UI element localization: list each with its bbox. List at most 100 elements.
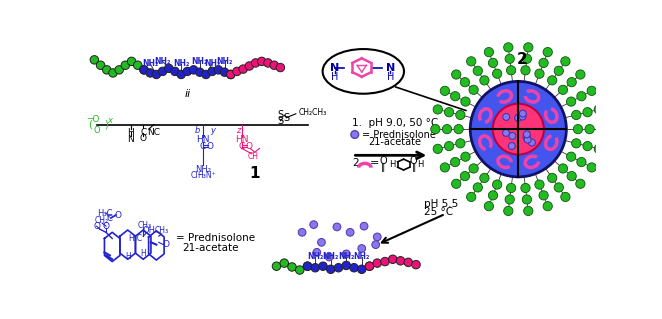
Circle shape: [509, 132, 516, 139]
Circle shape: [524, 206, 533, 216]
Circle shape: [539, 58, 548, 68]
Circle shape: [208, 67, 216, 76]
Circle shape: [365, 262, 374, 271]
Text: 1.  pH 9.0, 50 °C: 1. pH 9.0, 50 °C: [352, 118, 439, 128]
Text: N: N: [330, 63, 339, 72]
Circle shape: [567, 97, 576, 106]
Circle shape: [576, 179, 585, 189]
Text: NH₂: NH₂: [142, 59, 158, 68]
Text: O: O: [93, 222, 100, 231]
Circle shape: [252, 59, 260, 67]
Text: NH₂: NH₂: [154, 57, 171, 66]
Circle shape: [442, 124, 451, 134]
Text: O: O: [93, 126, 100, 135]
Text: O: O: [410, 157, 418, 167]
Circle shape: [502, 114, 510, 120]
Circle shape: [389, 255, 397, 263]
Circle shape: [473, 183, 483, 192]
Circle shape: [558, 164, 567, 173]
Circle shape: [140, 66, 148, 74]
Circle shape: [504, 206, 513, 216]
Circle shape: [90, 56, 99, 64]
Text: CH₃: CH₃: [138, 221, 152, 230]
Text: H₃C: H₃C: [97, 209, 112, 218]
Circle shape: [381, 257, 389, 266]
Circle shape: [220, 68, 229, 76]
Circle shape: [96, 61, 105, 70]
Circle shape: [444, 108, 453, 117]
Text: C: C: [200, 142, 206, 151]
Circle shape: [295, 266, 304, 274]
Circle shape: [272, 262, 281, 271]
Circle shape: [127, 57, 136, 66]
Text: y: y: [211, 126, 215, 135]
Text: 21-acetate: 21-acetate: [368, 137, 421, 147]
Text: (: (: [89, 120, 93, 130]
Circle shape: [373, 233, 381, 241]
Text: 25 °C: 25 °C: [424, 207, 453, 217]
Circle shape: [325, 253, 333, 261]
Circle shape: [561, 192, 570, 202]
Text: C: C: [107, 214, 113, 223]
Circle shape: [561, 57, 570, 66]
Text: CH₃: CH₃: [155, 226, 169, 235]
Text: NH₂: NH₂: [173, 59, 189, 68]
Circle shape: [460, 78, 469, 87]
Text: S: S: [277, 110, 283, 120]
Circle shape: [433, 105, 442, 114]
Circle shape: [461, 97, 470, 106]
Circle shape: [522, 54, 532, 63]
Circle shape: [346, 228, 354, 236]
Text: C: C: [140, 128, 146, 137]
Circle shape: [567, 152, 576, 161]
Text: z: z: [236, 126, 240, 135]
Circle shape: [493, 104, 544, 154]
Text: NH₂: NH₂: [191, 57, 208, 66]
Circle shape: [451, 179, 461, 189]
Circle shape: [524, 43, 533, 52]
Text: NH₂: NH₂: [307, 252, 324, 262]
Circle shape: [460, 172, 469, 181]
Text: Cl⁻·: Cl⁻·: [191, 171, 205, 180]
Text: 2: 2: [517, 52, 528, 67]
Text: H: H: [389, 160, 396, 169]
Circle shape: [226, 70, 235, 79]
Circle shape: [140, 66, 148, 74]
Circle shape: [521, 183, 530, 193]
Circle shape: [480, 76, 489, 85]
Circle shape: [539, 191, 548, 200]
Text: O: O: [103, 222, 109, 231]
Circle shape: [165, 64, 173, 72]
Circle shape: [577, 92, 586, 101]
Circle shape: [524, 136, 531, 143]
Circle shape: [115, 66, 123, 74]
Circle shape: [583, 108, 592, 117]
Circle shape: [594, 144, 604, 153]
Circle shape: [524, 131, 530, 138]
Circle shape: [313, 249, 320, 256]
Circle shape: [440, 86, 449, 95]
Circle shape: [508, 143, 515, 149]
Circle shape: [523, 133, 530, 140]
Text: O: O: [140, 134, 147, 143]
Circle shape: [189, 66, 198, 74]
Text: CH₂CH₃: CH₂CH₃: [299, 108, 327, 117]
Circle shape: [573, 124, 583, 134]
Circle shape: [473, 66, 483, 76]
Circle shape: [594, 105, 604, 114]
Circle shape: [543, 202, 552, 211]
Circle shape: [535, 69, 544, 78]
Text: N: N: [386, 63, 395, 72]
Circle shape: [152, 70, 161, 79]
Circle shape: [469, 164, 478, 173]
Circle shape: [360, 222, 368, 230]
Text: C: C: [238, 142, 245, 151]
Circle shape: [454, 124, 463, 134]
Text: HN: HN: [196, 136, 210, 145]
Text: O: O: [207, 142, 213, 151]
Circle shape: [585, 124, 594, 134]
Text: O: O: [114, 211, 121, 220]
Circle shape: [404, 258, 412, 267]
Circle shape: [571, 139, 581, 148]
Text: H: H: [125, 252, 130, 261]
